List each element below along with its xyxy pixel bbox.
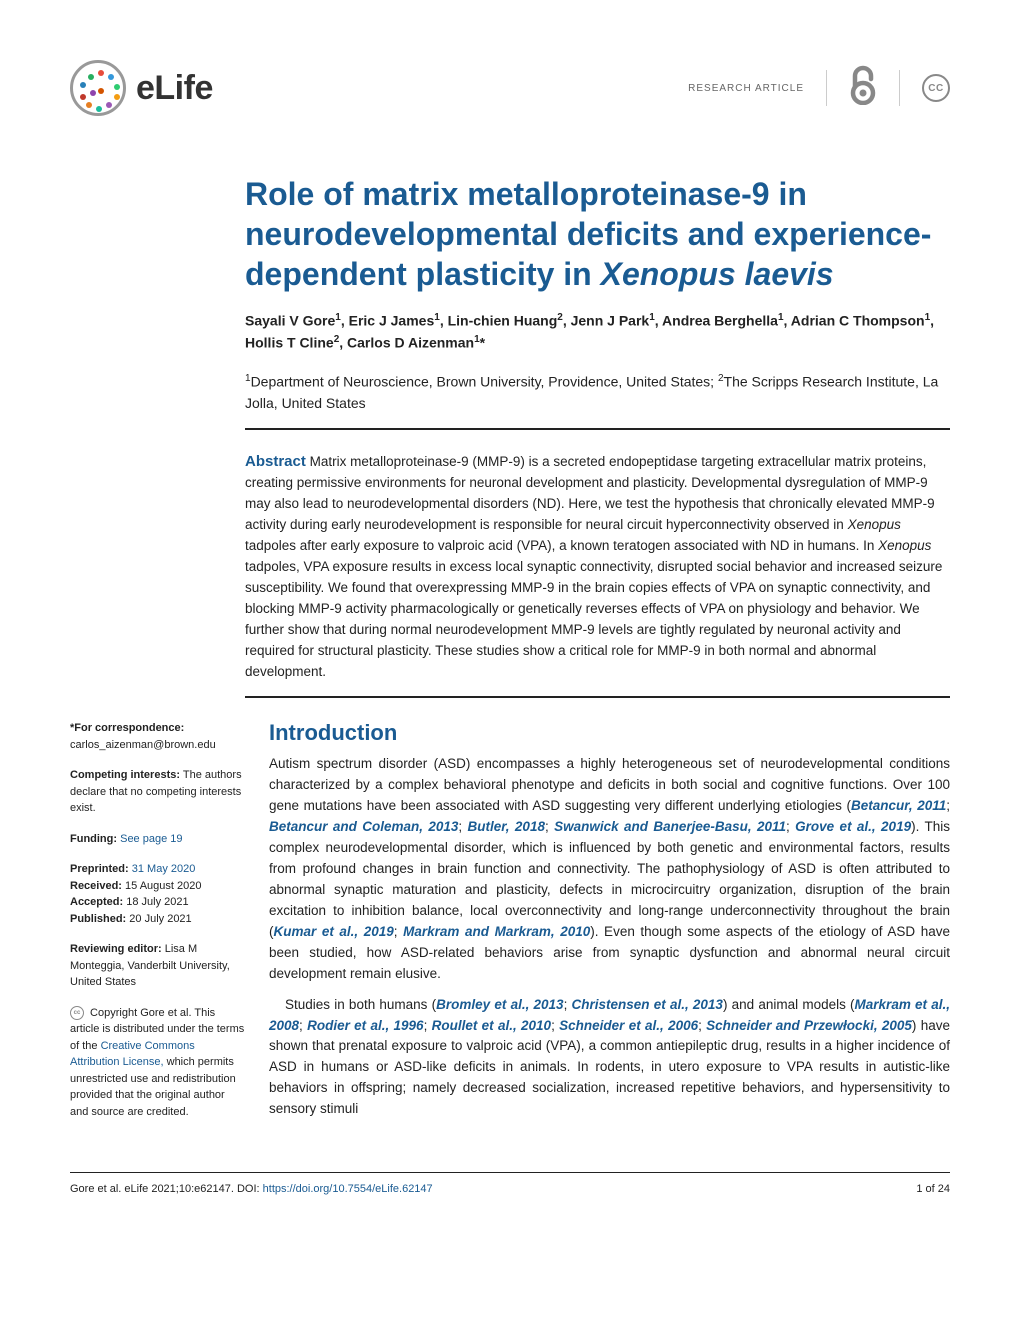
reviewing-label: Reviewing editor:: [70, 943, 162, 955]
funding-block: Funding: See page 19: [70, 831, 245, 848]
competing-interests-block: Competing interests: The authors declare…: [70, 767, 245, 817]
preprinted-label: Preprinted:: [70, 863, 129, 875]
body-run: ;: [946, 798, 950, 813]
author-list: Sayali V Gore1, Eric J James1, Lin-chien…: [245, 310, 950, 353]
citation[interactable]: Butler, 2018: [468, 819, 545, 834]
citation[interactable]: Betancur and Coleman, 2013: [269, 819, 458, 834]
metadata-sidebar: *For correspondence: carlos_aizenman@bro…: [70, 720, 245, 1134]
preprinted-date[interactable]: 31 May 2020: [129, 863, 196, 875]
abstract-italic: Xenopus: [878, 538, 931, 553]
page-header: eLife RESEARCH ARTICLE CC: [70, 60, 950, 124]
abstract: Abstract Matrix metalloproteinase-9 (MMP…: [245, 450, 950, 682]
journal-logo: eLife: [70, 60, 213, 116]
article-type-label: RESEARCH ARTICLE: [688, 83, 804, 94]
citation[interactable]: Bromley et al., 2013: [436, 997, 563, 1012]
introduction-heading: Introduction: [269, 720, 950, 746]
body-run: ;: [299, 1018, 307, 1033]
body-run: ) and animal models (: [723, 997, 855, 1012]
received-date: 15 August 2020: [122, 880, 202, 892]
abstract-label: Abstract: [245, 453, 306, 470]
intro-paragraph-2: Studies in both humans (Bromley et al., …: [269, 995, 950, 1121]
abstract-text: tadpoles after early exposure to valproi…: [245, 538, 878, 553]
page-footer: Gore et al. eLife 2021;10:e62147. DOI: h…: [70, 1172, 950, 1195]
doi-label: DOI:: [237, 1183, 263, 1195]
body-run: ). This complex neurodevelopmental disor…: [269, 819, 950, 939]
received-label: Received:: [70, 880, 122, 892]
citation-text: Gore et al. eLife 2021;10:e62147.: [70, 1183, 237, 1195]
citation[interactable]: Christensen et al., 2013: [572, 997, 723, 1012]
body-run: ;: [698, 1018, 706, 1033]
divider: [899, 70, 900, 106]
body-run: ;: [545, 819, 554, 834]
rule: [245, 696, 950, 698]
cc-license-icon: CC: [922, 74, 950, 102]
article-header-block: Role of matrix metalloproteinase-9 in ne…: [245, 174, 950, 698]
cc-inline-icon: cc: [70, 1006, 84, 1020]
correspondence-block: *For correspondence: carlos_aizenman@bro…: [70, 720, 245, 753]
competing-label: Competing interests:: [70, 769, 180, 781]
correspondence-label: *For correspondence:: [70, 722, 184, 734]
citation[interactable]: Schneider and Przewłocki, 2005: [706, 1018, 912, 1033]
body-run: Autism spectrum disorder (ASD) encompass…: [269, 756, 950, 813]
abstract-text: tadpoles, VPA exposure results in excess…: [245, 559, 942, 679]
body-run: ;: [394, 924, 403, 939]
body-run: ;: [458, 819, 467, 834]
intro-paragraph-1: Autism spectrum disorder (ASD) encompass…: [269, 754, 950, 984]
citation[interactable]: Swanwick and Banerjee-Basu, 2011: [554, 819, 786, 834]
published-date: 20 July 2021: [126, 913, 191, 925]
funding-link[interactable]: See page 19: [117, 833, 182, 845]
open-access-icon: [849, 65, 877, 112]
body-run: ;: [424, 1018, 432, 1033]
body-run: ;: [786, 819, 795, 834]
body-run: ;: [551, 1018, 559, 1033]
dates-block: Preprinted: 31 May 2020 Received: 15 Aug…: [70, 861, 245, 927]
doi-link[interactable]: https://doi.org/10.7554/eLife.62147: [263, 1183, 433, 1195]
citation[interactable]: Rodier et al., 1996: [307, 1018, 423, 1033]
citation[interactable]: Kumar et al., 2019: [274, 924, 394, 939]
correspondence-email[interactable]: carlos_aizenman@brown.edu: [70, 739, 216, 751]
citation[interactable]: Betancur, 2011: [851, 798, 946, 813]
journal-name: eLife: [136, 69, 213, 108]
affiliations: 1Department of Neuroscience, Brown Unive…: [245, 371, 950, 414]
citation[interactable]: Markram and Markram, 2010: [403, 924, 590, 939]
citation[interactable]: Roullet et al., 2010: [432, 1018, 551, 1033]
page-number: 1 of 24: [916, 1183, 950, 1195]
logo-mark: [70, 60, 126, 116]
body-run: ;: [564, 997, 572, 1012]
body-column: Introduction Autism spectrum disorder (A…: [269, 720, 950, 1134]
accepted-label: Accepted:: [70, 896, 123, 908]
citation[interactable]: Grove et al., 2019: [795, 819, 911, 834]
abstract-italic: Xenopus: [848, 517, 901, 532]
copyright-block: cc Copyright Gore et al. This article is…: [70, 1005, 245, 1121]
citation[interactable]: Schneider et al., 2006: [559, 1018, 698, 1033]
body-run: Studies in both humans (: [285, 997, 436, 1012]
accepted-date: 18 July 2021: [123, 896, 188, 908]
logo-dots: [76, 66, 120, 110]
published-label: Published:: [70, 913, 126, 925]
abstract-text: Matrix metalloproteinase-9 (MMP-9) is a …: [245, 454, 935, 532]
reviewing-editor-block: Reviewing editor: Lisa M Monteggia, Vand…: [70, 941, 245, 991]
rule: [245, 428, 950, 430]
divider: [826, 70, 827, 106]
header-right: RESEARCH ARTICLE CC: [688, 65, 950, 112]
content-columns: *For correspondence: carlos_aizenman@bro…: [70, 720, 950, 1134]
article-title: Role of matrix metalloproteinase-9 in ne…: [245, 174, 950, 294]
funding-label: Funding:: [70, 833, 117, 845]
footer-citation: Gore et al. eLife 2021;10:e62147. DOI: h…: [70, 1183, 433, 1195]
title-species: Xenopus laevis: [601, 256, 834, 292]
